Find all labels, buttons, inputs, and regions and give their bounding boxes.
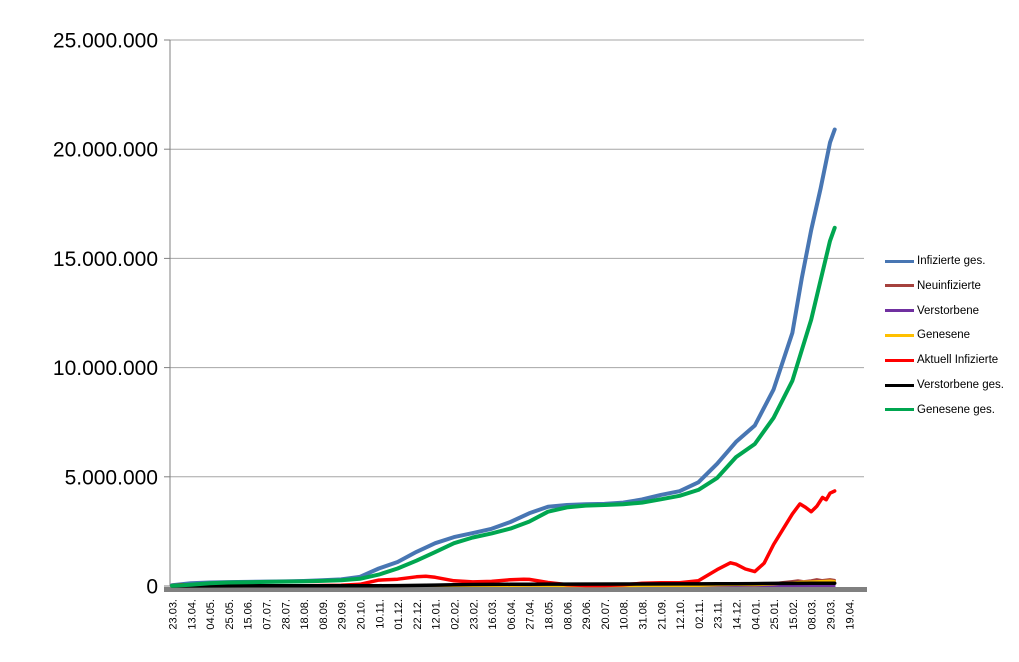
x-axis-label: 18.05.: [544, 599, 556, 630]
x-axis-label: 02.02.: [450, 599, 462, 630]
legend-label: Infizierte ges.: [917, 255, 986, 267]
legend-item-genesene-ges: Genesene ges.: [885, 403, 995, 417]
legend-swatch: [885, 383, 914, 387]
legend-swatch: [885, 358, 914, 362]
x-axis-label: 10.08.: [619, 599, 631, 630]
x-axis-label: 29.03.: [826, 599, 838, 630]
x-axis-label: 16.03.: [487, 599, 499, 630]
legend-item-verstorbene: Verstorbene: [885, 304, 979, 318]
x-axis-label: 12.10.: [675, 599, 687, 630]
x-axis-line: [164, 587, 867, 592]
legend-swatch: [885, 333, 914, 337]
legend-label: Verstorbene ges.: [917, 379, 1004, 391]
x-axis-label: 22.12.: [412, 599, 424, 630]
x-axis-label: 25.05.: [224, 599, 236, 630]
legend-swatch: [885, 284, 914, 288]
x-axis-label: 08.06.: [562, 599, 574, 630]
legend-swatch: [885, 309, 914, 313]
legend-swatch: [885, 408, 914, 412]
x-axis-label: 29.06.: [581, 599, 593, 630]
legend-item-genesene: Genesene: [885, 328, 970, 342]
x-axis-label: 29.09.: [337, 599, 349, 630]
legend-item-infizierte-ges: Infizierte ges.: [885, 254, 985, 268]
x-axis-label: 23.11.: [713, 599, 725, 629]
x-axis-label: 28.07.: [280, 599, 292, 630]
x-axis-label: 12.01.: [431, 599, 443, 630]
y-axis-label: 20.000.000: [53, 139, 158, 162]
x-axis-label: 19.04.: [844, 599, 856, 630]
x-axis-label: 04.01.: [750, 599, 762, 630]
x-axis-label: 27.04.: [525, 599, 537, 630]
x-axis-label: 23.02.: [468, 599, 480, 630]
y-axis-label: 0: [146, 576, 158, 599]
x-axis-label: 10.11.: [374, 599, 386, 629]
x-axis-label: 08.09.: [318, 599, 330, 630]
x-axis-label: 18.08.: [299, 599, 311, 630]
series-line-aktuell-infizierte: [170, 489, 837, 588]
x-axis-label: 15.06.: [243, 599, 255, 630]
y-axis-label: 25.000.000: [53, 30, 158, 53]
x-axis-label: 02.11.: [694, 599, 706, 629]
legend-label: Neuinfizierte: [917, 279, 981, 292]
legend-label: Genesene ges.: [917, 403, 996, 416]
legend-label: Aktuell Infizierte: [917, 354, 999, 367]
y-axis-label: 15.000.000: [53, 248, 158, 271]
legend-item-neuinfizierte: Neuinfizierte: [885, 279, 981, 293]
y-axis-label: 5.000.000: [65, 466, 158, 489]
legend-label: Genesene: [917, 329, 971, 342]
legend-item-verstorbene-ges: Verstorbene ges.: [885, 378, 1004, 392]
x-axis-label: 07.07.: [262, 599, 274, 630]
x-axis-label: 23.03.: [168, 599, 180, 630]
x-axis-label: 14.12.: [732, 599, 744, 630]
x-axis-label: 15.02.: [788, 599, 800, 630]
x-axis-label: 25.01.: [769, 599, 781, 630]
series-line-genesene-ges: [170, 225, 837, 588]
x-axis-label: 04.05.: [205, 599, 217, 630]
x-axis-label: 01.12.: [393, 599, 405, 630]
x-axis-label: 20.07.: [600, 599, 612, 630]
series-line-verstorbene-ges: [170, 581, 837, 588]
x-axis-label: 21.09.: [656, 599, 668, 630]
x-axis-label: 31.08.: [638, 599, 650, 630]
x-axis-label: 08.03.: [807, 599, 819, 630]
legend-item-aktuell-infizierte: Aktuell Infizierte: [885, 353, 998, 367]
x-axis-label: 13.04.: [186, 599, 198, 630]
series-line-infizierte-ges: [170, 127, 837, 588]
y-axis-label: 10.000.000: [53, 357, 158, 380]
x-axis-label: 06.04.: [506, 599, 518, 630]
legend-label: Verstorbene: [917, 304, 980, 317]
x-axis-label: 20.10.: [356, 599, 368, 630]
legend-swatch: [885, 259, 914, 263]
